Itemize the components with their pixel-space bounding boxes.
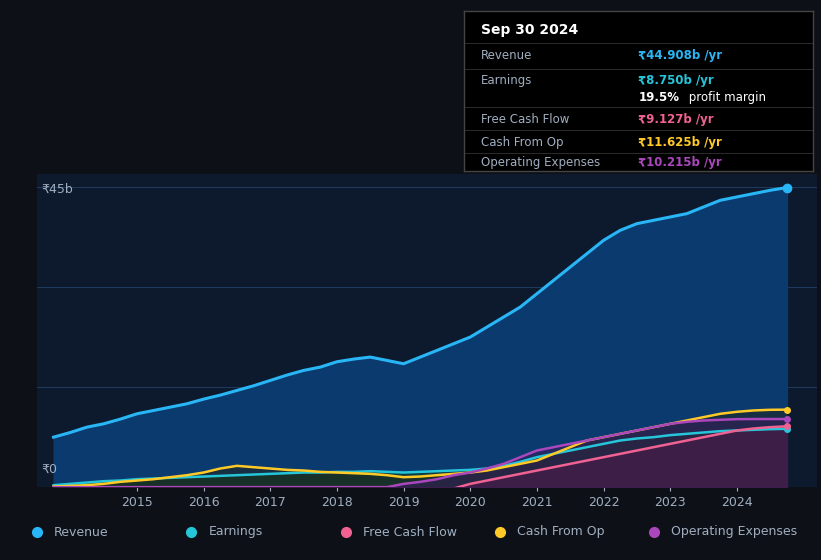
Text: ₹9.127b /yr: ₹9.127b /yr xyxy=(639,113,714,126)
Text: ₹0: ₹0 xyxy=(41,463,57,476)
Text: Revenue: Revenue xyxy=(481,49,533,62)
Text: Earnings: Earnings xyxy=(481,74,533,87)
Text: ₹8.750b /yr: ₹8.750b /yr xyxy=(639,74,714,87)
Text: Cash From Op: Cash From Op xyxy=(481,137,564,150)
Text: ₹11.625b /yr: ₹11.625b /yr xyxy=(639,137,722,150)
Text: Earnings: Earnings xyxy=(209,525,263,539)
Text: Free Cash Flow: Free Cash Flow xyxy=(481,113,570,126)
Text: Revenue: Revenue xyxy=(54,525,108,539)
Text: ₹44.908b /yr: ₹44.908b /yr xyxy=(639,49,722,62)
Text: Free Cash Flow: Free Cash Flow xyxy=(363,525,456,539)
Text: Operating Expenses: Operating Expenses xyxy=(672,525,797,539)
Text: 19.5%: 19.5% xyxy=(639,91,679,104)
Text: profit margin: profit margin xyxy=(686,91,767,104)
Text: Operating Expenses: Operating Expenses xyxy=(481,156,600,169)
Text: Cash From Op: Cash From Op xyxy=(517,525,604,539)
Text: ₹45b: ₹45b xyxy=(41,183,72,196)
Text: ₹10.215b /yr: ₹10.215b /yr xyxy=(639,156,722,169)
Text: Sep 30 2024: Sep 30 2024 xyxy=(481,24,579,38)
